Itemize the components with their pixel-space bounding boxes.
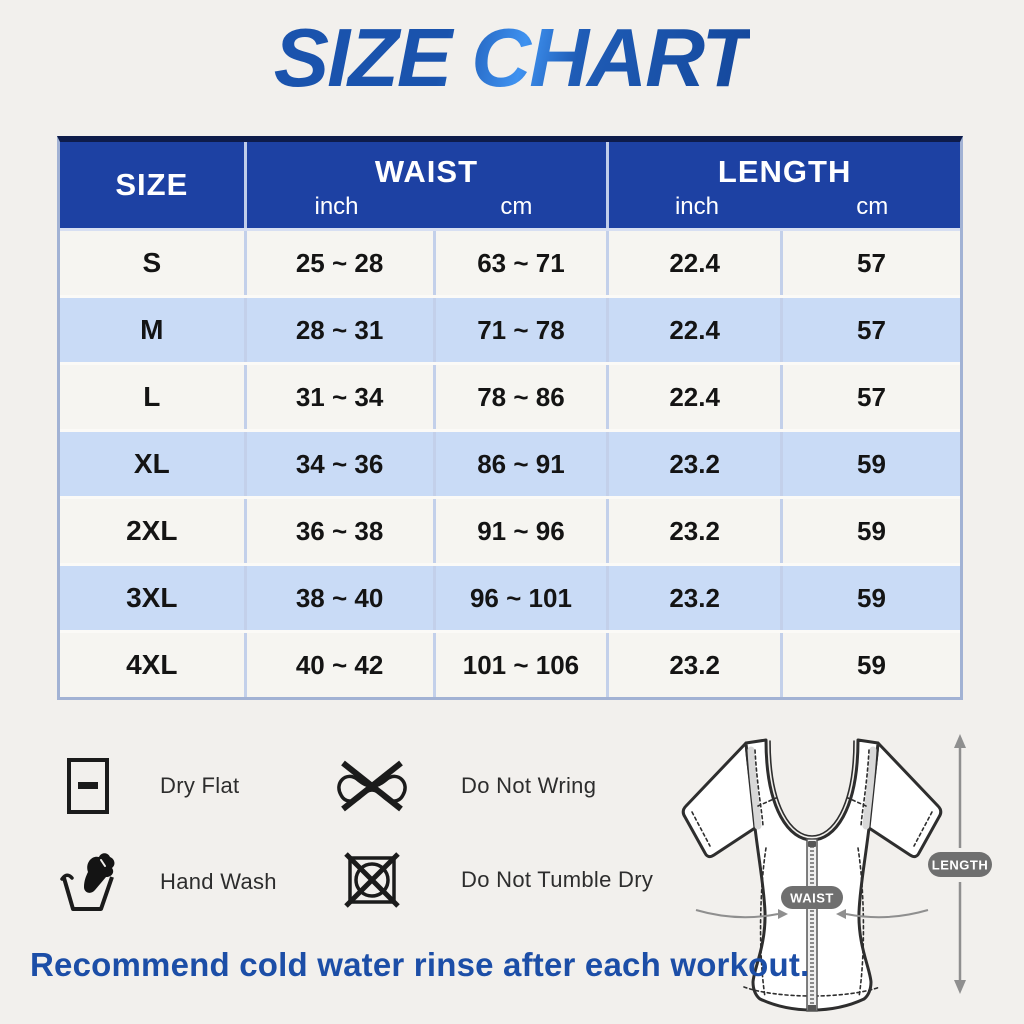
length-inch-cell: 23.2 <box>606 432 780 496</box>
care-item-dry-flat: Dry Flat <box>60 756 239 816</box>
table-row: L 31 ~ 34 78 ~ 86 22.4 57 <box>60 362 960 429</box>
care-item-do-not-tumble-dry: Do Not Tumble Dry <box>333 848 653 912</box>
waist-cm-cell: 101 ~ 106 <box>432 633 607 697</box>
table-row: 2XL 36 ~ 38 91 ~ 96 23.2 59 <box>60 496 960 563</box>
waist-cm-cell: 78 ~ 86 <box>432 365 607 429</box>
waist-inch-cell: 31 ~ 34 <box>243 365 433 429</box>
waist-inch-cell: 36 ~ 38 <box>243 499 433 563</box>
length-cm-cell: 57 <box>779 365 960 429</box>
header-group-waist: WAIST inch cm <box>243 142 607 228</box>
length-inch-cell: 22.4 <box>606 298 780 362</box>
length-inch-cell: 22.4 <box>606 365 780 429</box>
length-inch-cell: 23.2 <box>606 566 780 630</box>
table-row: XL 34 ~ 36 86 ~ 91 23.2 59 <box>60 429 960 496</box>
care-item-do-not-wring: Do Not Wring <box>333 756 596 816</box>
table-row: 4XL 40 ~ 42 101 ~ 106 23.2 59 <box>60 630 960 697</box>
right-princess-seam <box>857 847 865 998</box>
neck-trim <box>769 740 855 837</box>
size-cell: 2XL <box>126 515 178 546</box>
size-cell: M <box>140 314 164 345</box>
table-row: S 25 ~ 28 63 ~ 71 22.4 57 <box>60 231 960 295</box>
length-cm-cell: 59 <box>779 633 960 697</box>
length-cm-cell: 59 <box>779 566 960 630</box>
left-armhole-shading <box>747 746 762 830</box>
header-group-length: LENGTH inch cm <box>606 142 960 228</box>
length-inch-cell: 23.2 <box>606 633 780 697</box>
length-cm-cell: 59 <box>779 499 960 563</box>
footer-note: Recommend cold water rinse after each wo… <box>30 946 810 983</box>
length-unit-cm: cm <box>856 193 889 220</box>
shirt-illustration: WAIST LENGTH <box>681 734 992 1012</box>
length-badge-label: LENGTH <box>932 858 988 873</box>
table-row: 3XL 38 ~ 40 96 ~ 101 23.2 59 <box>60 563 960 630</box>
size-cell: 3XL <box>126 582 178 613</box>
waist-inch-cell: 38 ~ 40 <box>243 566 433 630</box>
care-label: Dry Flat <box>160 773 240 798</box>
waist-inch-cell: 28 ~ 31 <box>243 298 433 362</box>
table-body: S 25 ~ 28 63 ~ 71 22.4 57 M 28 ~ 31 71 ~… <box>60 231 960 697</box>
waist-cm-cell: 96 ~ 101 <box>432 566 607 630</box>
waist-cm-cell: 86 ~ 91 <box>432 432 607 496</box>
hand-wash-icon <box>60 851 116 913</box>
table-header: SIZE WAIST inch cm LENGTH inch cm <box>60 142 960 231</box>
size-cell: 4XL <box>126 649 178 680</box>
size-cell: L <box>143 381 161 412</box>
length-unit-inch: inch <box>674 193 719 220</box>
waist-cm-cell: 63 ~ 71 <box>432 231 607 295</box>
page-title: SIZE CHART <box>273 11 753 104</box>
header-group-size: SIZE <box>60 142 244 228</box>
care-label: Hand Wash <box>160 869 277 894</box>
care-item-hand-wash: Hand Wash <box>60 850 277 914</box>
left-princess-seam <box>759 847 767 998</box>
waist-units: inch cm <box>247 193 607 221</box>
waist-cm-cell: 71 ~ 78 <box>432 298 607 362</box>
waist-inch-cell: 40 ~ 42 <box>243 633 433 697</box>
right-armhole-shading <box>862 746 877 830</box>
table-row: M 28 ~ 31 71 ~ 78 22.4 57 <box>60 295 960 362</box>
length-units: inch cm <box>609 193 960 221</box>
zipper <box>806 838 818 1012</box>
waist-inch-cell: 25 ~ 28 <box>243 231 433 295</box>
right-sleeve <box>867 741 943 859</box>
size-table: SIZE WAIST inch cm LENGTH inch cm S 25 <box>57 136 963 700</box>
waist-unit-cm: cm <box>500 193 533 220</box>
length-cm-cell: 57 <box>779 298 960 362</box>
column-header-size: SIZE <box>115 167 189 202</box>
length-inch-cell: 22.4 <box>606 231 780 295</box>
waist-badge: WAIST <box>781 886 843 909</box>
column-header-length: LENGTH <box>717 154 852 189</box>
length-inch-cell: 23.2 <box>606 499 780 563</box>
length-cm-cell: 57 <box>779 231 960 295</box>
waist-arrows <box>695 909 929 919</box>
do-not-wring-icon <box>333 757 411 815</box>
size-cell: S <box>142 247 162 278</box>
do-not-tumble-dry-icon <box>333 848 411 912</box>
length-cm-cell: 59 <box>779 432 960 496</box>
waist-cm-cell: 91 ~ 96 <box>432 499 607 563</box>
waist-unit-inch: inch <box>314 193 359 220</box>
column-header-waist: WAIST <box>374 154 479 189</box>
dry-flat-icon <box>60 757 116 815</box>
care-label: Do Not Tumble Dry <box>461 867 654 892</box>
size-cell: XL <box>133 448 170 479</box>
garment-diagram: WAIST LENGTH <box>662 716 1010 1016</box>
title-area: SIZE CHART <box>0 10 1024 106</box>
care-label: Do Not Wring <box>461 773 597 798</box>
left-sleeve <box>681 741 757 859</box>
waist-inch-cell: 34 ~ 36 <box>243 432 433 496</box>
waist-badge-label: WAIST <box>790 891 834 906</box>
length-badge: LENGTH <box>928 852 992 877</box>
